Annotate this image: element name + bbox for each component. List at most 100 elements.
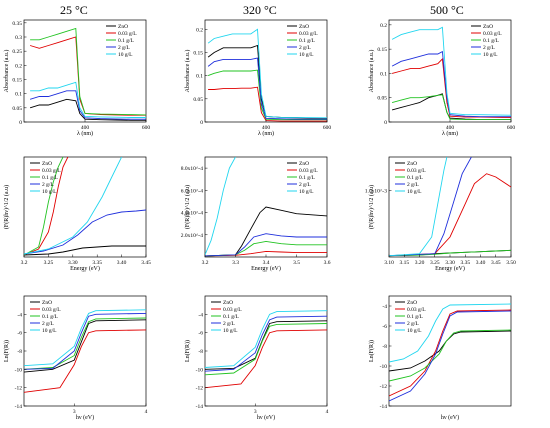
legend-entry: 10 g/L xyxy=(42,328,57,334)
x-tick-label: 600 xyxy=(323,125,332,131)
legend-entry: 2 g/L xyxy=(42,182,54,188)
legend-entry: 2 g/L xyxy=(42,321,54,327)
y-tick-label: -12 xyxy=(196,386,204,392)
y-tick-label: 0.15 xyxy=(193,50,203,56)
y-tick-label: -8 xyxy=(382,344,387,350)
chart-panel-p5: 3.2 3.3 3.4 3.5 3.6 2.0x10^-4 4.0x10^-4 6.0x10^… xyxy=(181,156,331,272)
legend-entry: ZnO xyxy=(407,300,417,306)
y-axis-label: Ln(F(R)) xyxy=(3,340,10,362)
y-tick-label: -4 xyxy=(198,312,203,318)
y-tick-label: 0.2 xyxy=(196,27,203,33)
series-line-0-1-g-l xyxy=(389,329,511,382)
legend-entry: 2 g/L xyxy=(299,182,311,188)
legend-entry: ZnO xyxy=(42,300,52,306)
legend-entry: 0.03 g/L xyxy=(223,307,242,313)
y-axis-label: (F(R)hν)^1/2 (a.u) xyxy=(368,185,375,229)
legend-entry: ZnO xyxy=(299,24,309,30)
series-line-0-03-g-l xyxy=(205,329,327,389)
x-axis-label: Energy (eV) xyxy=(435,265,465,272)
y-axis-label: Absorbance (a.u.) xyxy=(3,50,10,93)
legend-entry: 10 g/L xyxy=(223,328,238,334)
legend-entry: ZnO xyxy=(483,24,493,30)
legend-entry: 10 g/L xyxy=(42,189,57,195)
y-tick-label: 1.0x10^-3 xyxy=(365,188,388,194)
column-title-500c: 500 °C xyxy=(430,3,464,17)
x-axis-label: λ (nm) xyxy=(258,130,274,137)
legend-entry: 0.03 g/L xyxy=(407,307,426,313)
y-tick-label: -12 xyxy=(380,384,388,390)
plot-frame xyxy=(388,295,512,407)
y-tick-label: -10 xyxy=(196,367,204,373)
legend-entry: 0.1 g/L xyxy=(42,175,59,181)
chart-panel-p8: 3 4 -14 -12 -10 -8 -6 -4 hν (eV) Ln(F(R)) ZnO0.03 … xyxy=(184,295,329,421)
series-line-2-g-l xyxy=(207,57,327,120)
series-line-2-g-l xyxy=(29,90,146,120)
y-tick-label: 0 xyxy=(200,120,203,126)
y-tick-label: -6 xyxy=(17,331,22,337)
series-line-0-03-g-l xyxy=(389,309,511,397)
x-tick-label: 600 xyxy=(142,125,151,131)
legend-entry: 0.1 g/L xyxy=(407,175,424,181)
series-line-10-g-l xyxy=(24,157,123,255)
legend-entry: 0.1 g/L xyxy=(299,175,316,181)
series-line-0-1-g-l xyxy=(205,240,327,257)
y-tick-label: 0.1 xyxy=(380,71,387,77)
x-tick-label: 3.4 xyxy=(263,260,270,266)
series-line-0-1-g-l xyxy=(24,157,64,256)
series-line-10-g-l xyxy=(389,157,448,257)
series-line-10-g-l xyxy=(24,309,146,367)
y-tick-label: -8 xyxy=(198,349,203,355)
y-tick-label: 0.1 xyxy=(196,74,203,80)
chart-panel-p1: 400 600 0 0.05 0.1 0.15 0.2 0.25 0.3 0.35 λ (nm) Ab… xyxy=(3,19,151,137)
x-axis-label: λ (nm) xyxy=(77,130,93,137)
x-tick-label: 3 xyxy=(254,409,257,415)
y-tick-label: 0.1 xyxy=(15,92,22,98)
series-line-0-03-g-l xyxy=(24,157,69,256)
x-tick-label: 400 xyxy=(262,125,271,131)
legend-entry: 10 g/L xyxy=(483,52,498,58)
legend-entry: 2 g/L xyxy=(407,321,419,327)
chart-panel-p2: 400 600 0 0.05 0.1 0.15 0.2 λ (nm) Absorbance (a… xyxy=(184,19,332,137)
y-tick-label: 0.35 xyxy=(12,21,22,27)
x-tick-label: 3 xyxy=(73,409,76,415)
y-tick-label: 8.0x10^-4 xyxy=(181,166,204,172)
series-line-2-g-l xyxy=(389,157,472,257)
y-tick-label: 0.25 xyxy=(12,49,22,55)
series-line-2-g-l xyxy=(205,315,327,372)
series-line-0-1-g-l xyxy=(207,69,327,121)
x-tick-label: 3.30 xyxy=(445,260,455,266)
y-axis-label: Ln(F(R)) xyxy=(368,340,375,362)
series-line-10-g-l xyxy=(30,81,146,118)
series-line-0-1-g-l xyxy=(30,27,146,116)
x-tick-label: 3.3 xyxy=(232,260,239,266)
x-axis-label: hν (eV) xyxy=(257,414,275,421)
series-line-0-03-g-l xyxy=(391,57,511,119)
legend-entry: 0.1 g/L xyxy=(42,314,59,320)
series-line-2-g-l xyxy=(24,209,146,255)
series-line-10-g-l xyxy=(205,310,327,368)
x-tick-label: 3.35 xyxy=(460,260,470,266)
y-tick-label: 0.15 xyxy=(377,47,387,53)
series-line-2-g-l xyxy=(391,50,511,118)
y-tick-label: -6 xyxy=(382,324,387,330)
series-line-0-03-g-l xyxy=(24,329,146,393)
y-tick-label: -8 xyxy=(17,349,22,355)
legend-entry: 10 g/L xyxy=(407,328,422,334)
x-tick-label: 3.45 xyxy=(491,260,501,266)
series-line-zno xyxy=(29,98,146,121)
y-tick-label: 0.3 xyxy=(15,35,22,41)
series-line-zno xyxy=(24,319,146,373)
y-axis-label: Absorbance (a.u.) xyxy=(184,50,191,93)
legend-entry: 2 g/L xyxy=(299,45,311,51)
y-tick-label: 6.0x10^-4 xyxy=(181,188,204,194)
series-line-2-g-l xyxy=(205,233,327,257)
chart-panel-p3: 400 600 0 0.05 0.1 0.15 0.2 λ (nm) Absorbance (a… xyxy=(368,19,515,137)
series-line-zno xyxy=(389,330,511,372)
y-tick-label: 0.2 xyxy=(15,63,22,69)
legend-entry: 0.1 g/L xyxy=(223,314,240,320)
x-tick-label: 3.5 xyxy=(293,260,300,266)
x-axis-label: Energy (eV) xyxy=(251,265,281,272)
x-tick-label: 3.6 xyxy=(324,260,331,266)
series-line-0-1-g-l xyxy=(391,94,511,121)
x-tick-label: 3.15 xyxy=(399,260,409,266)
